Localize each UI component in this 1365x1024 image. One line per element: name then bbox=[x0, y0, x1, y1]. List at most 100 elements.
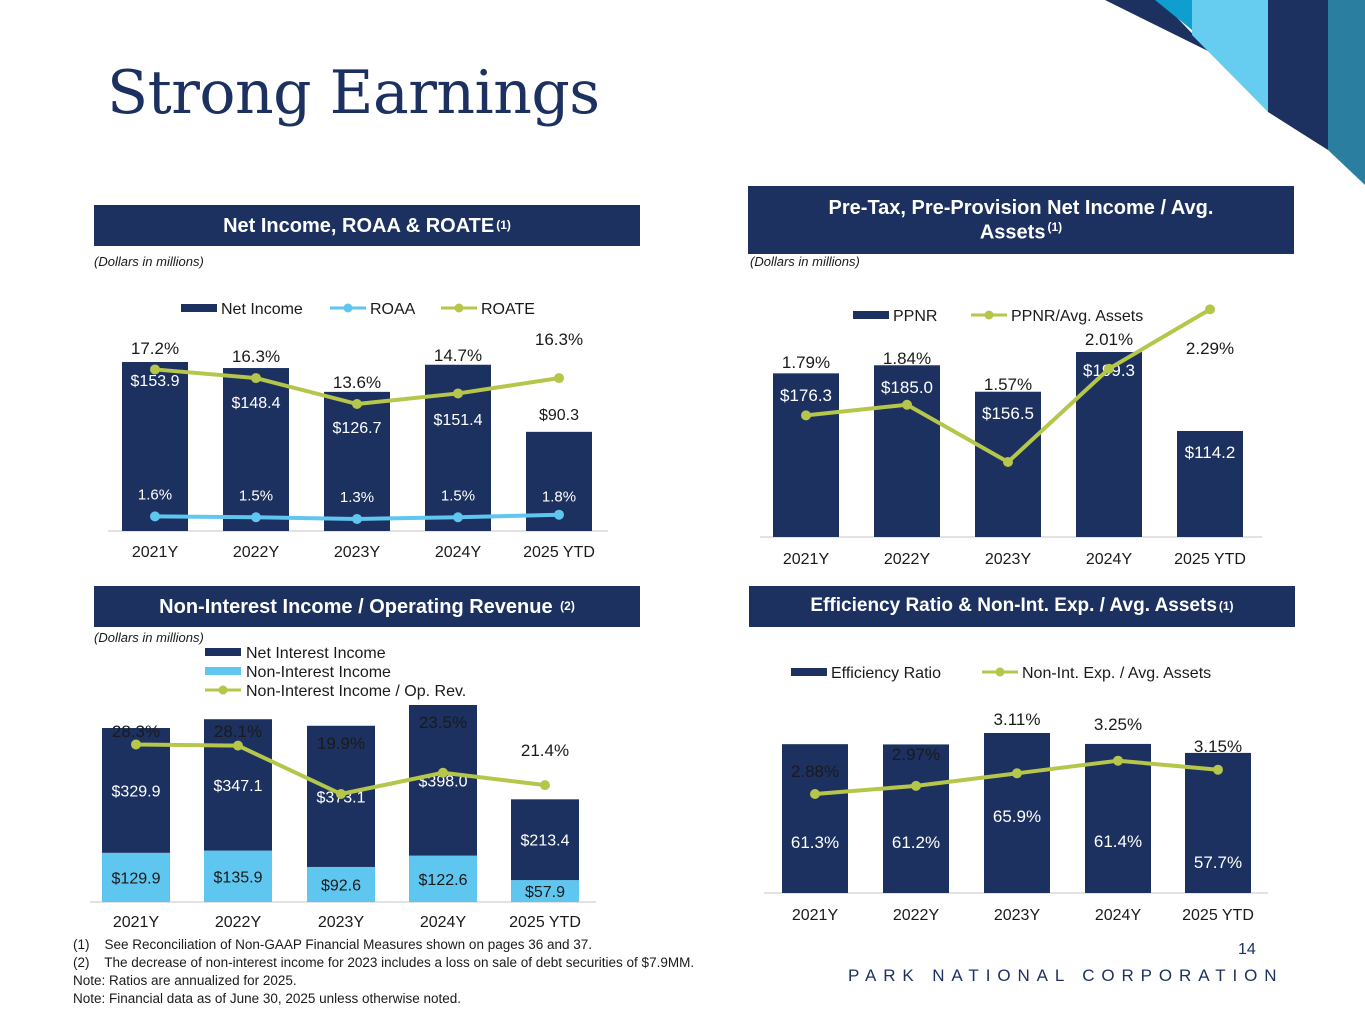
pptnr-x-tick-2023y: 2023Y bbox=[985, 551, 1032, 568]
pptnr-x-tick-2021y: 2021Y bbox=[783, 551, 830, 568]
efficiency-panel-title: Efficiency Ratio & Non-Int. Exp. / Avg. … bbox=[810, 595, 1217, 617]
pptnr-bar-2025-ytd bbox=[1177, 430, 1243, 537]
non-interest-point-non-interest-income-op-rev-2023y bbox=[336, 789, 346, 799]
efficiency-bar-2024y bbox=[1085, 743, 1151, 893]
pptnr-x-tick-2025-ytd: 2025 YTD bbox=[1174, 551, 1246, 568]
non-interest-point-label-non-interest-income-op-rev-2024y: 23.5% bbox=[419, 713, 467, 732]
net-income-x-tick-2025-ytd: 2025 YTD bbox=[523, 544, 595, 561]
pptnr-point-ppnr-avg-assets-2024y bbox=[1104, 363, 1114, 374]
net-income-bar-label-2022y: $148.4 bbox=[232, 395, 281, 412]
efficiency-point-label-non-int-exp-avg-assets-2024y: 3.25% bbox=[1094, 715, 1142, 734]
non-interest-panel-title: Non-Interest Income / Operating Revenue bbox=[159, 595, 553, 618]
efficiency-x-tick-2024y: 2024Y bbox=[1095, 907, 1142, 924]
pptnr-point-ppnr-avg-assets-2023y bbox=[1003, 457, 1013, 467]
efficiency-bar-label-2023y: 65.9% bbox=[993, 807, 1041, 826]
net-income-point-label-roate-2025-ytd: 16.3% bbox=[535, 330, 583, 349]
net-income-point-roate-2024y bbox=[453, 388, 463, 399]
pptnr-legend-label-ppnr-avg-assets: PPNR/Avg. Assets bbox=[1011, 308, 1143, 325]
pptnr-x-tick-2024y: 2024Y bbox=[1086, 551, 1133, 568]
non-interest-bar-net-interest-2024y bbox=[409, 705, 477, 856]
non-interest-bar-non-interest-2024y bbox=[409, 855, 477, 902]
net-income-point-label-roate-2023y: 13.6% bbox=[333, 373, 381, 392]
net-income-bar-label-2021y: $153.9 bbox=[131, 373, 180, 390]
efficiency-bar-2022y bbox=[883, 744, 949, 893]
net-income-point-label-roaa-2022y: 1.5% bbox=[239, 487, 273, 504]
non-interest-bar-label-non-interest-2021y: $129.9 bbox=[112, 870, 161, 887]
pptnr-legend-dot-ppnr-avg-assets bbox=[984, 310, 994, 320]
pptnr-panel-title-line1: Pre-Tax, Pre-Provision Net Income / Avg. bbox=[828, 196, 1214, 219]
net-income-bar-label-2023y: $126.7 bbox=[333, 420, 382, 437]
net-income-point-label-roaa-2021y: 1.6% bbox=[138, 486, 172, 503]
non-interest-point-label-non-interest-income-op-rev-2025-ytd: 21.4% bbox=[521, 741, 569, 760]
efficiency-x-tick-2023y: 2023Y bbox=[994, 907, 1041, 924]
net-income-point-label-roaa-2025-ytd: 1.8% bbox=[542, 489, 576, 506]
efficiency-x-tick-2021y: 2021Y bbox=[792, 907, 839, 924]
efficiency-bar-label-2024y: 61.4% bbox=[1094, 832, 1142, 851]
efficiency-point-non-int-exp-avg-assets-2021y bbox=[810, 789, 820, 799]
non-interest-bar-label-net-interest-2021y: $329.9 bbox=[112, 783, 161, 800]
net-income-x-tick-2024y: 2024Y bbox=[435, 544, 482, 561]
pptnr-x-tick-2022y: 2022Y bbox=[884, 551, 931, 568]
non-interest-bar-label-net-interest-2022y: $347.1 bbox=[214, 778, 263, 795]
footnote-note-1: Note: Ratios are annualized for 2025. bbox=[73, 973, 297, 988]
efficiency-point-non-int-exp-avg-assets-2022y bbox=[911, 780, 921, 791]
non-interest-x-tick-2021y: 2021Y bbox=[113, 914, 160, 931]
non-interest-bar-non-interest-2021y bbox=[102, 852, 170, 902]
non-interest-x-tick-2022y: 2022Y bbox=[215, 914, 262, 931]
non-interest-x-tick-2024y: 2024Y bbox=[420, 914, 467, 931]
pptnr-panel-title-line2: Assets bbox=[979, 221, 1046, 244]
net-income-legend-marker-net-income bbox=[181, 304, 217, 312]
net-income-point-roate-2025-ytd bbox=[554, 373, 564, 384]
net-income-point-roate-2022y bbox=[251, 373, 261, 384]
pptnr-panel-footnote-ref: (1) bbox=[1047, 219, 1063, 234]
net-income-panel-footnote-ref: (1) bbox=[496, 218, 511, 233]
efficiency-bar-label-2025-ytd: 57.7% bbox=[1194, 853, 1242, 872]
pptnr-bar-label-2023y: $156.5 bbox=[982, 404, 1034, 423]
efficiency-point-non-int-exp-avg-assets-2024y bbox=[1113, 755, 1123, 766]
non-interest-units-note: (Dollars in millions) bbox=[94, 630, 204, 645]
non-interest-bar-non-interest-2022y bbox=[204, 850, 272, 902]
non-interest-point-label-non-interest-income-op-rev-2021y: 28.3% bbox=[112, 722, 160, 741]
net-income-x-tick-2023y: 2023Y bbox=[334, 544, 381, 561]
non-interest-legend-marker-non-interest-income bbox=[205, 667, 241, 675]
efficiency-panel-header: Efficiency Ratio & Non-Int. Exp. / Avg. … bbox=[749, 586, 1295, 627]
non-interest-x-tick-2025-ytd: 2025 YTD bbox=[509, 914, 581, 931]
net-income-point-label-roaa-2023y: 1.3% bbox=[340, 489, 374, 506]
net-income-legend-label-roaa: ROAA bbox=[370, 301, 416, 318]
efficiency-point-non-int-exp-avg-assets-2023y bbox=[1012, 768, 1022, 779]
efficiency-point-label-non-int-exp-avg-assets-2023y: 3.11% bbox=[994, 710, 1041, 729]
efficiency-legend-label-efficiency-ratio: Efficiency Ratio bbox=[831, 665, 941, 682]
net-income-legend-dot-roaa bbox=[343, 303, 353, 313]
net-income-panel-title: Net Income, ROAA & ROATE bbox=[223, 214, 495, 237]
non-interest-x-tick-2023y: 2023Y bbox=[318, 914, 365, 931]
pptnr-bar-2024y bbox=[1076, 352, 1142, 537]
non-interest-legend-dot-non-interest-income-op-rev bbox=[218, 685, 228, 695]
non-interest-bar-label-net-interest-2025-ytd: $213.4 bbox=[521, 833, 570, 850]
net-income-x-tick-2021y: 2021Y bbox=[132, 544, 179, 561]
efficiency-bar-2025-ytd bbox=[1185, 752, 1251, 893]
pptnr-legend-marker-ppnr bbox=[853, 311, 889, 319]
efficiency-point-non-int-exp-avg-assets-2025-ytd bbox=[1213, 764, 1223, 775]
net-income-bar-2022y bbox=[223, 368, 289, 531]
net-income-point-roaa-2024y bbox=[453, 512, 463, 523]
pptnr-bar-2021y bbox=[773, 373, 839, 537]
pptnr-point-ppnr-avg-assets-2025-ytd bbox=[1205, 304, 1215, 315]
non-interest-bar-label-net-interest-2024y: $398.0 bbox=[419, 773, 468, 790]
non-interest-point-non-interest-income-op-rev-2022y bbox=[233, 740, 243, 751]
net-income-point-roaa-2022y bbox=[251, 512, 261, 523]
net-income-bar-label-2024y: $151.4 bbox=[434, 412, 483, 429]
net-income-point-roate-2023y bbox=[352, 399, 362, 409]
efficiency-bar-2023y bbox=[984, 733, 1050, 893]
net-income-bar-2023y bbox=[324, 391, 390, 531]
pptnr-bar-2022y bbox=[874, 365, 940, 537]
pptnr-point-label-ppnr-avg-assets-2025-ytd: 2.29% bbox=[1186, 339, 1234, 358]
non-interest-bar-label-non-interest-2023y: $92.6 bbox=[321, 877, 361, 894]
non-interest-point-non-interest-income-op-rev-2025-ytd bbox=[540, 780, 550, 791]
non-interest-bar-label-non-interest-2022y: $135.9 bbox=[214, 869, 263, 886]
footnote-note-2: Note: Financial data as of June 30, 2025… bbox=[73, 991, 461, 1006]
net-income-units-note: (Dollars in millions) bbox=[94, 254, 204, 269]
net-income-legend-label-net-income: Net Income bbox=[221, 301, 303, 318]
non-interest-bar-non-interest-2025-ytd bbox=[511, 880, 579, 902]
